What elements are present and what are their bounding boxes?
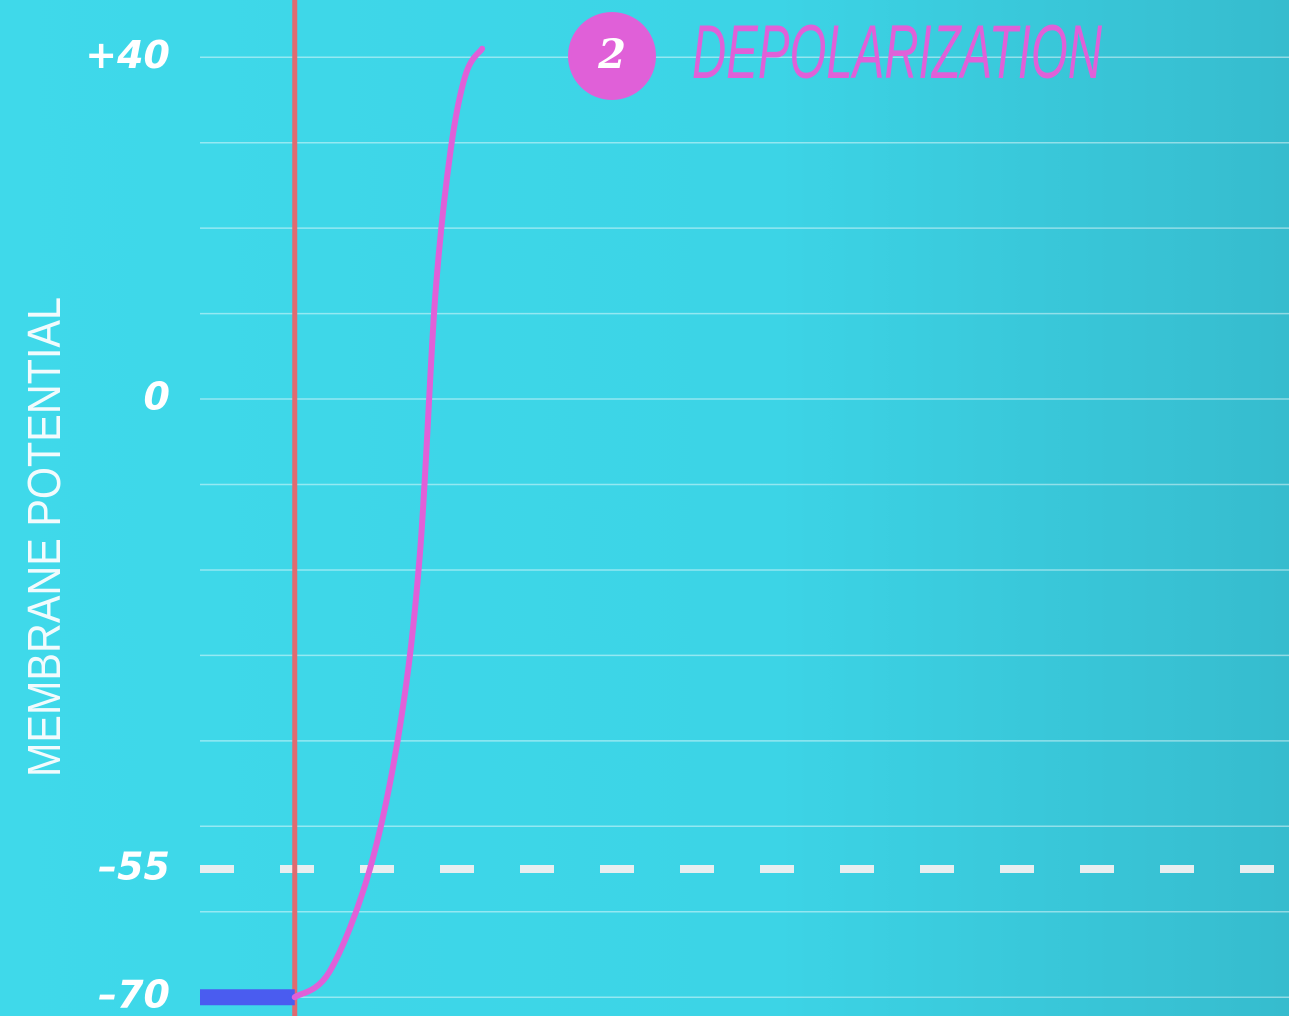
annotation-badge (568, 12, 656, 100)
y-tick-label: –55 (98, 845, 170, 889)
potential-line (291, 45, 486, 1001)
y-tick-label: 0 (144, 375, 170, 419)
annotation-number: 2 (597, 31, 626, 78)
annotation-text: DEPOLARIZATION (692, 10, 1102, 95)
y-axis-label: MEMBRANE POTENTIAL (18, 297, 70, 777)
y-tick-label: –70 (98, 973, 170, 1016)
y-tick-label: +40 (85, 33, 170, 77)
